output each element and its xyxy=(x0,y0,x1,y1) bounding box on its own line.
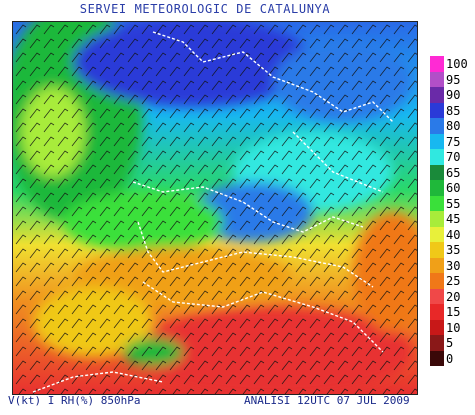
legend-label: 5 xyxy=(446,336,454,350)
legend-item: 25 xyxy=(430,273,475,289)
legend-label: 45 xyxy=(446,212,461,226)
legend-label: 55 xyxy=(446,196,461,211)
legend-item: 85 xyxy=(430,102,475,118)
legend-swatch xyxy=(430,164,444,180)
legend-item: 100 xyxy=(430,56,475,72)
legend-item: 95 xyxy=(430,71,475,87)
legend-label: 85 xyxy=(446,103,461,118)
legend-swatch xyxy=(430,149,444,165)
page-title: SERVEI METEOROLOGIC DE CATALUNYA xyxy=(79,2,331,16)
legend-label: 0 xyxy=(446,351,454,366)
legend: 100 95 90 85 80 75 70 65 60 55 45 40 35 30 25 20 15 10 5 0 xyxy=(430,56,475,366)
legend-item: 75 xyxy=(430,133,475,149)
weather-map xyxy=(12,21,418,395)
legend-label: 95 xyxy=(446,72,461,87)
legend-label: 25 xyxy=(446,274,461,288)
legend-label: 15 xyxy=(446,305,461,319)
legend-label: 90 xyxy=(446,88,461,102)
legend-label: 75 xyxy=(446,134,461,149)
legend-label: 80 xyxy=(446,119,461,133)
legend-item: 65 xyxy=(430,164,475,180)
map-canvas xyxy=(13,22,417,394)
wind-barbs xyxy=(13,22,417,394)
analysis-time: ANALISI 12UTC 07 JUL 2009 xyxy=(244,394,410,407)
legend-item: 5 xyxy=(430,335,475,351)
legend-item: 70 xyxy=(430,149,475,165)
legend-swatch xyxy=(430,273,444,289)
coastlines xyxy=(32,31,394,393)
legend-item: 90 xyxy=(430,87,475,103)
legend-item: 35 xyxy=(430,242,475,258)
legend-label: 40 xyxy=(446,227,461,242)
legend-label: 60 xyxy=(446,181,461,195)
legend-swatch xyxy=(430,226,444,242)
legend-swatch xyxy=(430,195,444,211)
legend-swatch xyxy=(430,257,444,273)
legend-swatch xyxy=(430,133,444,149)
legend-item: 40 xyxy=(430,226,475,242)
legend-item: 15 xyxy=(430,304,475,320)
legend-label: 70 xyxy=(446,150,461,164)
legend-swatch xyxy=(430,56,444,72)
legend-swatch xyxy=(430,87,444,103)
legend-swatch xyxy=(430,118,444,134)
legend-swatch xyxy=(430,211,444,227)
legend-item: 55 xyxy=(430,195,475,211)
legend-item: 10 xyxy=(430,319,475,335)
legend-item: 60 xyxy=(430,180,475,196)
legend-swatch xyxy=(430,335,444,351)
legend-item: 0 xyxy=(430,350,475,366)
legend-item: 20 xyxy=(430,288,475,304)
legend-swatch xyxy=(430,304,444,320)
variable-label: V(kt) I RH(%) 850hPa xyxy=(8,394,141,407)
legend-swatch xyxy=(430,71,444,87)
legend-item: 80 xyxy=(430,118,475,134)
legend-item: 30 xyxy=(430,257,475,273)
legend-swatch xyxy=(430,242,444,258)
legend-swatch xyxy=(430,319,444,335)
legend-swatch xyxy=(430,350,444,366)
legend-swatch xyxy=(430,180,444,196)
legend-label: 100 xyxy=(446,57,468,71)
legend-label: 20 xyxy=(446,289,461,304)
legend-swatch xyxy=(430,288,444,304)
legend-label: 65 xyxy=(446,165,461,180)
legend-label: 30 xyxy=(446,258,461,273)
legend-item: 45 xyxy=(430,211,475,227)
legend-label: 10 xyxy=(446,320,461,335)
legend-swatch xyxy=(430,102,444,118)
legend-label: 35 xyxy=(446,243,461,257)
